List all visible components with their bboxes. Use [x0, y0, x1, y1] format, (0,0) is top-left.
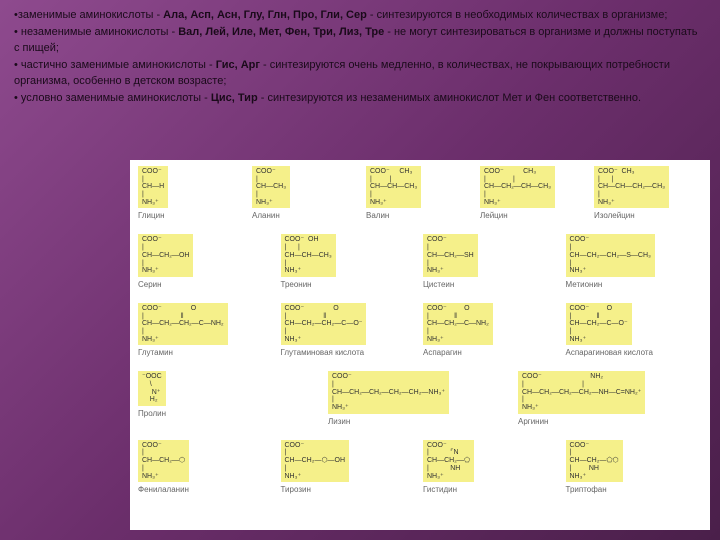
label: Лизин	[328, 417, 350, 426]
amino-isoleucine: COO⁻ CH₃ | | CH—CH—CH₂—CH₃ | NH₃⁺ Изолейц…	[594, 166, 702, 220]
amino-aspartic-acid: COO⁻ O | ‖ CH—CH₂—C—O⁻ | NH₃⁺ Аспарагинов…	[566, 303, 703, 357]
p1-prefix: •заменимые аминокислоты -	[14, 9, 163, 21]
formula: COO⁻ | CH—CH₂—SH | NH₃⁺	[423, 234, 478, 276]
amino-cysteine: COO⁻ | CH—CH₂—SH | NH₃⁺ Цистеин	[423, 234, 560, 288]
amino-histidine: COO⁻ | ⌜N CH—CH₂—⬠ | NH NH₃⁺ Гистидин	[423, 440, 560, 494]
row-1: COO⁻ | CH—H | NH₃⁺ Глицин COO⁻ | CH—CH₃ |…	[138, 166, 702, 220]
label: Изолейцин	[594, 211, 635, 220]
amino-glycine: COO⁻ | CH—H | NH₃⁺ Глицин	[138, 166, 246, 220]
formula: COO⁻ CH₃ | | CH—CH—CH₂—CH₃ | NH₃⁺	[594, 166, 669, 208]
label: Аргинин	[518, 417, 548, 426]
description-block: •заменимые аминокислоты - Ала, Асп, Асн,…	[0, 0, 720, 112]
formula: COO⁻ O | ‖ CH—CH₂—C—O⁻ | NH₃⁺	[566, 303, 632, 345]
amino-serine: COO⁻ | CH—CH₂—OH | NH₃⁺ Серин	[138, 234, 275, 288]
para-4: • условно заменимые аминокислоты - Цис, …	[14, 91, 706, 106]
formula: COO⁻ O | ‖ CH—CH₂—CH₂—C—NH₂ | NH₃⁺	[138, 303, 228, 345]
label: Пролин	[138, 409, 166, 418]
amino-lysine: COO⁻ | CH—CH₂—CH₂—CH₂—CH₂—NH₃⁺ | NH₃⁺ Лиз…	[328, 371, 512, 425]
formula: COO⁻ CH₃ | | CH—CH₂—CH—CH₃ | NH₃⁺	[480, 166, 555, 208]
formula: COO⁻ | CH—CH₂—CH₂—S—CH₃ | NH₃⁺	[566, 234, 655, 276]
row-2: COO⁻ | CH—CH₂—OH | NH₃⁺ Серин COO⁻ OH | |…	[138, 234, 702, 288]
amino-chart: COO⁻ | CH—H | NH₃⁺ Глицин COO⁻ | CH—CH₃ |…	[130, 160, 710, 530]
formula: COO⁻ | CH—H | NH₃⁺	[138, 166, 168, 208]
label: Глутамин	[138, 348, 173, 357]
formula: COO⁻ CH₃ | | CH—CH—CH₃ | NH₃⁺	[366, 166, 421, 208]
amino-threonine: COO⁻ OH | | CH—CH—CH₃ | NH₃⁺ Треонин	[281, 234, 418, 288]
p4-bold: Цис, Тир	[211, 92, 258, 104]
amino-phenylalanine: COO⁻ | CH—CH₂—⬡ | NH₃⁺ Фенилаланин	[138, 440, 275, 494]
label: Треонин	[281, 280, 312, 289]
formula: COO⁻ | CH—CH₂—CH₂—CH₂—CH₂—NH₃⁺ | NH₃⁺	[328, 371, 449, 413]
label: Метионин	[566, 280, 603, 289]
formula: COO⁻ NH₂ | | CH—CH₂—CH₂—CH₂—NH—C=NH₂⁺ | …	[518, 371, 645, 413]
amino-tyrosine: COO⁻ | CH—CH₂—⬡—OH | NH₃⁺ Тирозин	[281, 440, 418, 494]
p1-bold: Ала, Асп, Асн, Глу, Глн, Про, Гли, Сер	[163, 9, 367, 21]
amino-tryptophan: COO⁻ | CH—CH₂—⬠⬡ | NH NH₃⁺ Триптофан	[566, 440, 703, 494]
p1-suffix: - синтезируются в необходимых количества…	[370, 9, 668, 21]
amino-glutamine: COO⁻ O | ‖ CH—CH₂—CH₂—C—NH₂ | NH₃⁺ Глутам…	[138, 303, 275, 357]
p3-prefix: • частично заменимые аминокислоты -	[14, 59, 216, 71]
formula: COO⁻ | CH—CH₂—⬠⬡ | NH NH₃⁺	[566, 440, 623, 482]
row-5: COO⁻ | CH—CH₂—⬡ | NH₃⁺ Фенилаланин COO⁻ |…	[138, 440, 702, 494]
formula: COO⁻ O | ‖ CH—CH₂—C—NH₂ | NH₃⁺	[423, 303, 493, 345]
amino-alanine: COO⁻ | CH—CH₃ | NH₃⁺ Аланин	[252, 166, 360, 220]
label: Лейцин	[480, 211, 508, 220]
para-3: • частично заменимые аминокислоты - Гис,…	[14, 58, 706, 89]
row-3: COO⁻ O | ‖ CH—CH₂—CH₂—C—NH₂ | NH₃⁺ Глутам…	[138, 303, 702, 357]
p2-bold: Вал, Лей, Иле, Мет, Фен, Три, Лиз, Тре	[178, 26, 384, 38]
amino-glutamic-acid: COO⁻ O | ‖ CH—CH₂—CH₂—C—O⁻ | NH₃⁺ Глутами…	[281, 303, 418, 357]
p2-prefix: • незаменимые аминокислоты -	[14, 26, 178, 38]
label: Цистеин	[423, 280, 454, 289]
amino-asparagine: COO⁻ O | ‖ CH—CH₂—C—NH₂ | NH₃⁺ Аспарагин	[423, 303, 560, 357]
amino-methionine: COO⁻ | CH—CH₂—CH₂—S—CH₃ | NH₃⁺ Метионин	[566, 234, 703, 288]
label: Тирозин	[281, 485, 311, 494]
label: Глутаминовая кислота	[281, 348, 365, 357]
label: Фенилаланин	[138, 485, 189, 494]
formula: COO⁻ | CH—CH₂—OH | NH₃⁺	[138, 234, 193, 276]
label: Валин	[366, 211, 389, 220]
formula: ⁻OOC \ N⁺ H₂	[138, 371, 166, 406]
para-1: •заменимые аминокислоты - Ала, Асп, Асн,…	[14, 8, 706, 23]
label: Серин	[138, 280, 162, 289]
row-4: ⁻OOC \ N⁺ H₂ Пролин COO⁻ | CH—CH₂—CH₂—CH₂…	[138, 371, 702, 425]
formula: COO⁻ | CH—CH₃ | NH₃⁺	[252, 166, 290, 208]
p4-suffix: - синтезируются из незаменимых аминокисл…	[261, 92, 641, 104]
amino-arginine: COO⁻ NH₂ | | CH—CH₂—CH₂—CH₂—NH—C=NH₂⁺ | …	[518, 371, 702, 425]
formula: COO⁻ OH | | CH—CH—CH₃ | NH₃⁺	[281, 234, 336, 276]
amino-valine: COO⁻ CH₃ | | CH—CH—CH₃ | NH₃⁺ Валин	[366, 166, 474, 220]
amino-leucine: COO⁻ CH₃ | | CH—CH₂—CH—CH₃ | NH₃⁺ Лейцин	[480, 166, 588, 220]
label: Аспарагиновая кислота	[566, 348, 653, 357]
label: Глицин	[138, 211, 165, 220]
formula: COO⁻ | CH—CH₂—⬡—OH | NH₃⁺	[281, 440, 350, 482]
amino-proline: ⁻OOC \ N⁺ H₂ Пролин	[138, 371, 322, 425]
formula: COO⁻ | ⌜N CH—CH₂—⬠ | NH NH₃⁺	[423, 440, 474, 482]
formula: COO⁻ O | ‖ CH—CH₂—CH₂—C—O⁻ | NH₃⁺	[281, 303, 367, 345]
para-2: • незаменимые аминокислоты - Вал, Лей, И…	[14, 25, 706, 56]
label: Гистидин	[423, 485, 457, 494]
p3-bold: Гис, Арг	[216, 59, 260, 71]
label: Аспарагин	[423, 348, 462, 357]
label: Триптофан	[566, 485, 607, 494]
label: Аланин	[252, 211, 280, 220]
formula: COO⁻ | CH—CH₂—⬡ | NH₃⁺	[138, 440, 189, 482]
p4-prefix: • условно заменимые аминокислоты -	[14, 92, 211, 104]
